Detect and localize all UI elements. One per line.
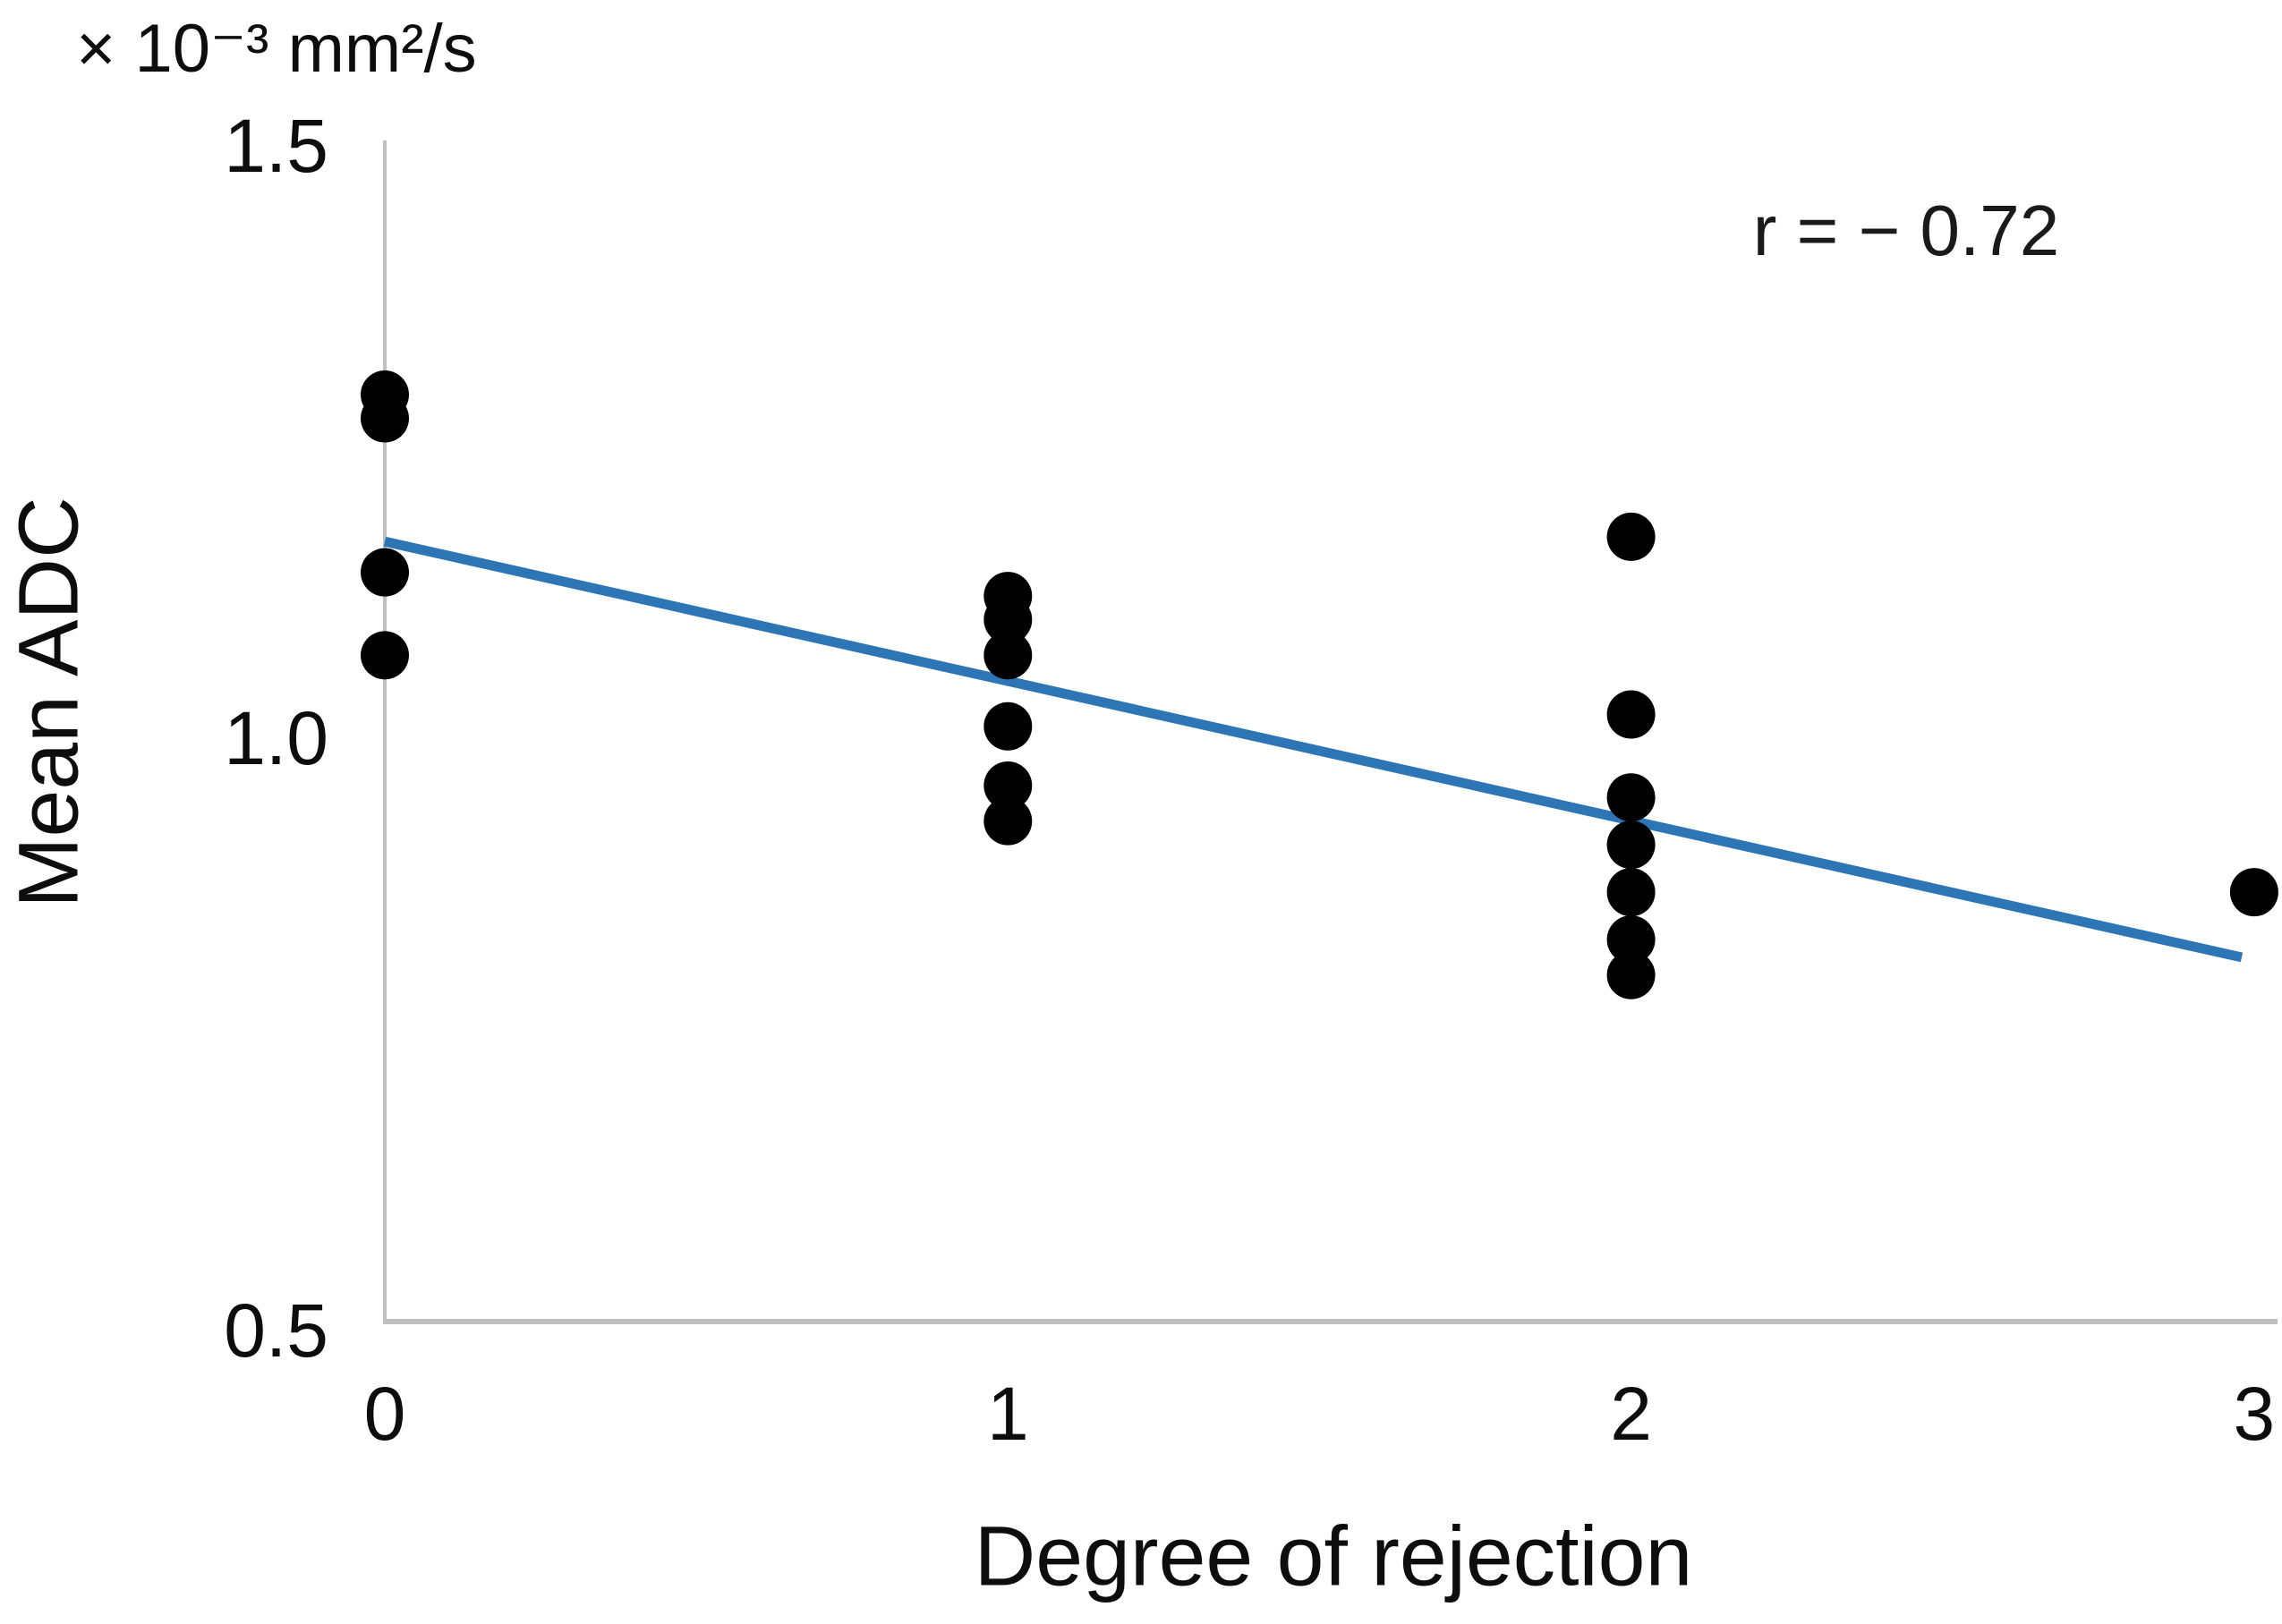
y-axis-title: Mean ADC bbox=[1, 497, 97, 908]
x-axis-title: Degree of rejection bbox=[974, 1509, 1693, 1604]
data-point bbox=[1606, 512, 1656, 561]
data-point bbox=[1606, 773, 1656, 822]
y-axis-unit-label: × 10⁻³ mm²/s bbox=[76, 11, 477, 87]
y-tick-label: 1.5 bbox=[224, 104, 328, 188]
x-tick-label: 3 bbox=[2233, 1372, 2276, 1456]
trend-line bbox=[383, 536, 2244, 963]
y-tick-label: 0.5 bbox=[224, 1288, 328, 1373]
data-point bbox=[983, 796, 1033, 846]
data-point bbox=[1606, 915, 1656, 965]
data-point bbox=[983, 631, 1033, 680]
data-point bbox=[983, 701, 1033, 751]
x-tick-label: 1 bbox=[986, 1372, 1029, 1456]
data-point bbox=[1606, 821, 1656, 870]
data-point bbox=[983, 595, 1033, 644]
data-point bbox=[1606, 690, 1656, 739]
data-point bbox=[983, 761, 1033, 810]
correlation-annotation: r = − 0.72 bbox=[1752, 191, 2060, 270]
data-point bbox=[2229, 868, 2278, 917]
x-tick-label: 2 bbox=[1610, 1372, 1652, 1456]
data-point bbox=[1606, 950, 1656, 999]
y-tick-label: 1.0 bbox=[224, 696, 328, 780]
data-point bbox=[361, 548, 409, 597]
data-point bbox=[361, 631, 409, 680]
x-tick-label: 0 bbox=[363, 1372, 406, 1456]
data-point bbox=[1606, 868, 1656, 917]
data-point bbox=[361, 394, 409, 443]
